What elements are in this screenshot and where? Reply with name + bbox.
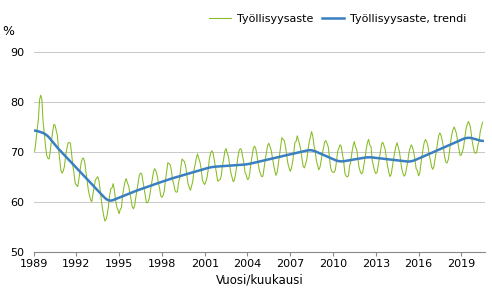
X-axis label: Vuosi/kuukausi: Vuosi/kuukausi [215,273,303,286]
Legend: Työllisyysaste, Työllisyysaste, trendi: Työllisyysaste, Työllisyysaste, trendi [204,10,470,29]
Line: Työllisyysaste, trendi: Työllisyysaste, trendi [33,130,483,200]
Line: Työllisyysaste: Työllisyysaste [33,95,483,221]
Text: %: % [2,25,14,38]
